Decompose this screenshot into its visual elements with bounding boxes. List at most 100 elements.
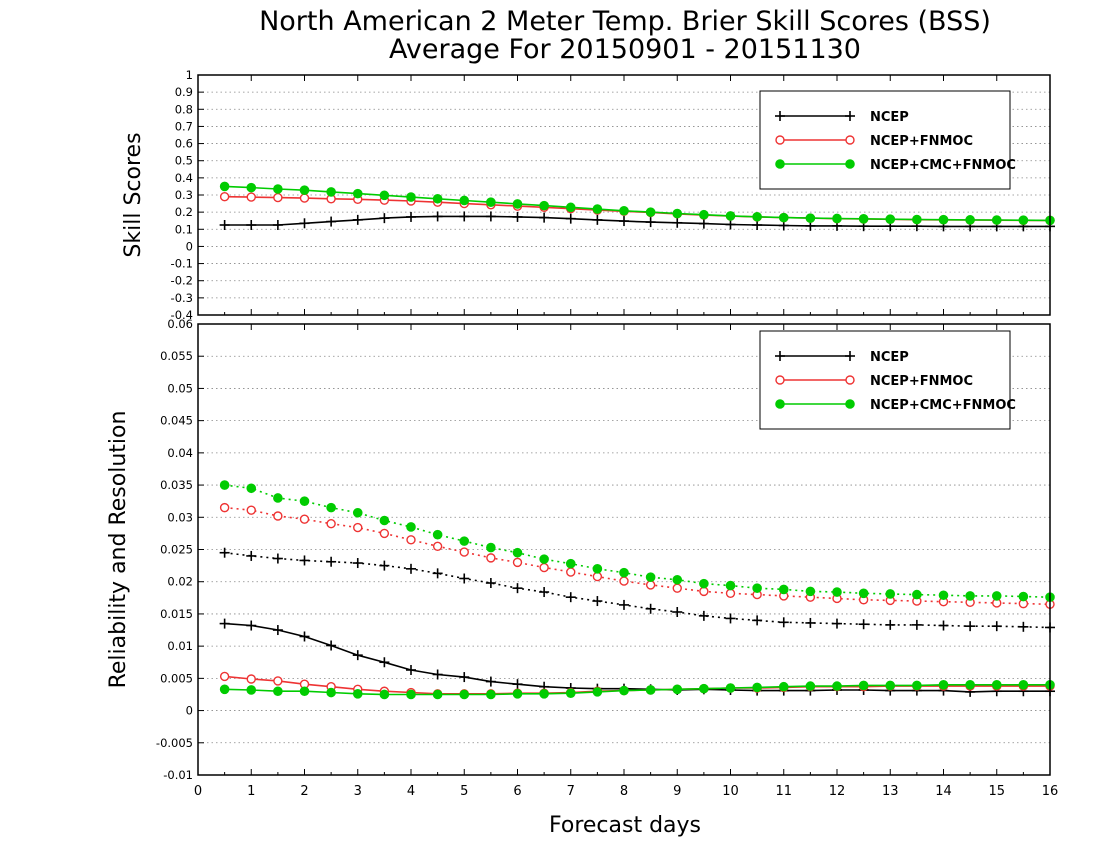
data-point [246,674,256,684]
data-point [219,671,230,682]
data-point [565,688,576,698]
y-tick-label: 0.03 [167,510,193,524]
data-point [991,680,1002,690]
chart-title-line1: North American 2 Meter Temp. Brier Skill… [259,6,991,37]
data-point [246,685,257,695]
series-line [224,185,1051,222]
data-point [619,205,629,216]
data-point [352,188,363,199]
data-point [778,584,789,595]
x-tick-label: 0 [194,784,202,799]
data-point [938,680,949,690]
legend-label: NCEP+CMC+FNMOC [870,158,1016,173]
y-tick-label: -0.2 [171,274,193,288]
data-point [353,522,363,533]
data-point [938,590,949,601]
x-tick-label: 16 [1042,784,1059,799]
x-tick-label: 2 [300,784,308,799]
y-tick-label: 0.05 [167,381,193,395]
data-point [565,558,576,569]
data-point [273,184,283,194]
data-point [805,586,816,597]
data-point [752,211,762,222]
legend-label: NCEP+CMC+FNMOC [870,398,1016,413]
x-tick-label: 7 [567,784,575,799]
y-tick-label: -0.01 [163,768,193,782]
data-point [752,583,762,593]
data-point [379,689,390,700]
x-tick-label: 14 [935,784,952,799]
y-axis-label: Skill Scores [121,132,146,257]
data-point [566,567,576,577]
legend-marker [775,135,785,145]
y-tick-label: 0.5 [175,154,193,168]
data-point [299,496,310,506]
reliability-resolution-panel: -0.01 -0.005 0 0.005 0.01 0.015 0.02 0.025 0.03 0… [106,317,1058,799]
data-point [299,185,310,195]
x-tick-label: 9 [673,784,681,799]
data-point [672,684,683,695]
data-point [486,689,496,700]
y-tick-label: 0.055 [160,349,193,363]
y-tick-label: 0.7 [175,119,193,133]
data-point [645,207,656,217]
data-point [699,683,709,694]
series-line [224,215,1050,228]
series-ncep-dotted [219,547,1055,633]
data-point [885,680,896,691]
data-point [459,689,470,700]
data-point [752,682,762,693]
data-point [672,208,683,219]
data-point [619,685,629,696]
x-tick-label: 6 [513,784,521,799]
data-point [1018,591,1029,602]
data-point [672,583,682,593]
data-point [885,589,896,599]
legend-label: NCEP+FNMOC [870,134,973,149]
y-tick-label: 0.04 [167,446,193,460]
data-point [725,588,736,599]
data-point [725,211,736,221]
data-point [592,204,603,214]
legend-marker [845,135,855,145]
x-tick-label: 15 [988,784,1005,799]
legend-marker [775,375,785,385]
chart-title-line2: Average For 20150901 - 20151130 [389,34,861,65]
data-point [565,202,576,213]
data-point [512,689,523,699]
data-point [725,580,736,591]
y-tick-label: 0.2 [175,205,193,219]
data-point [273,686,283,697]
data-point [725,683,736,693]
data-point [299,514,310,524]
series-ncep-solid [219,211,1055,232]
data-point [273,192,283,203]
data-point [326,502,336,513]
skill-scores-panel: -0.4 -0.3 -0.2 -0.1 0 0.1 0.2 0.3 0.4 0.5 0.6 0.7 0.… [121,68,1055,322]
data-point [778,681,789,692]
data-point [379,190,390,201]
x-tick-label: 10 [722,784,739,799]
series-line [224,195,1050,222]
y-tick-label: 0.9 [175,85,193,99]
data-point [805,213,816,223]
data-point [539,554,549,564]
data-point [219,480,230,490]
y-tick-label: 0.8 [175,102,193,116]
data-point [539,200,549,211]
x-tick-label: 11 [775,784,792,799]
y-tick-label: 0.01 [167,639,193,653]
data-point [299,193,310,203]
data-point [432,689,443,700]
data-point [379,515,390,526]
data-point [699,586,709,597]
data-point [326,687,336,698]
data-point [406,689,416,700]
y-tick-label: -0.005 [156,736,193,750]
data-point [858,588,869,599]
data-point [273,676,283,686]
data-point [645,580,656,590]
data-point [432,529,443,540]
y-tick-label: 0.06 [167,317,193,331]
